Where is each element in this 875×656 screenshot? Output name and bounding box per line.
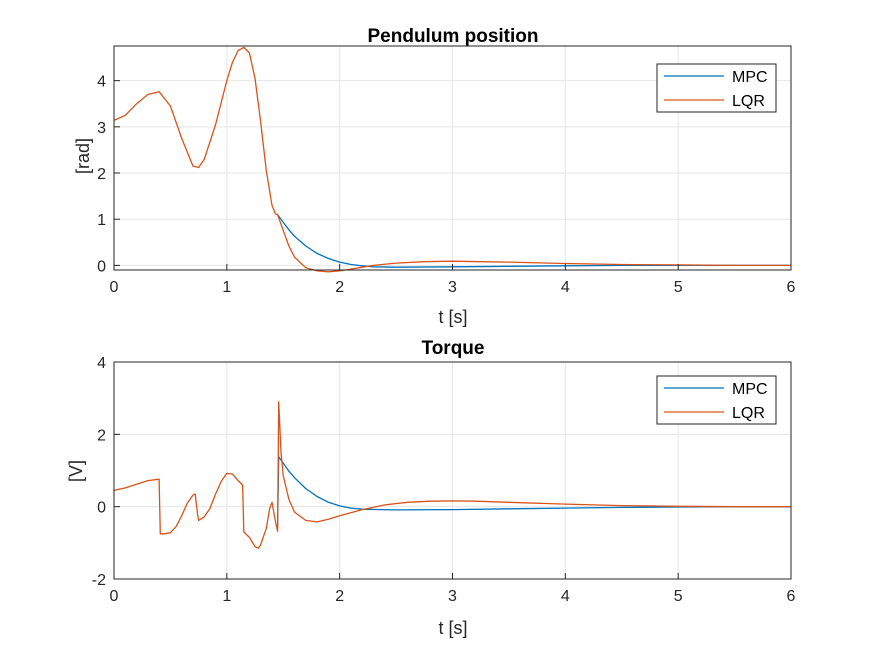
y-tick-label: 0 <box>97 258 106 275</box>
y-tick-label: 2 <box>97 427 106 444</box>
y-tick-label: -2 <box>92 572 106 589</box>
x-tick-label: 2 <box>335 588 344 605</box>
torque-lines <box>113 401 792 549</box>
pendulum-position-title: Pendulum position <box>368 26 539 47</box>
series-line-mpc <box>276 213 792 268</box>
x-tick-label: 1 <box>222 588 231 605</box>
pendulum-position-legend: MPC LQR <box>656 63 777 113</box>
x-tick-label: 6 <box>787 279 796 296</box>
x-tick-label: 3 <box>448 588 457 605</box>
pendulum-position-ylabel: [rad] <box>73 138 93 174</box>
legend-box <box>656 375 777 425</box>
torque-xlabel: t [s] <box>438 618 467 638</box>
legend-mpc-label: MPC <box>732 69 768 86</box>
series-line-lqr <box>113 401 792 549</box>
series-line-lqr <box>113 46 792 273</box>
pendulum-position-lines <box>113 46 792 273</box>
x-tick-label: 0 <box>110 588 119 605</box>
y-tick-label: 0 <box>97 500 106 517</box>
legend-mpc-label: MPC <box>732 381 768 398</box>
legend-lqr-label: LQR <box>732 405 765 422</box>
pendulum-position-subplot: Pendulum position t [s] [rad] 0 1 2 3 4 5 6 0 1 2… <box>73 26 796 327</box>
x-tick-label: 4 <box>561 279 570 296</box>
y-tick-label: 2 <box>97 166 106 183</box>
x-tick-label: 5 <box>674 588 683 605</box>
x-tick-label: 4 <box>561 588 570 605</box>
pendulum-position-grid <box>113 46 792 270</box>
legend-box <box>656 63 777 113</box>
x-tick-label: 0 <box>110 279 119 296</box>
series-line-mpc <box>276 456 792 526</box>
torque-legend: MPC LQR <box>656 375 777 425</box>
y-tick-label: 4 <box>97 74 106 91</box>
y-tick-label: 1 <box>97 212 106 229</box>
x-tick-label: 1 <box>222 279 231 296</box>
x-tick-label: 3 <box>448 279 457 296</box>
legend-lqr-label: LQR <box>732 93 765 110</box>
x-tick-label: 2 <box>335 279 344 296</box>
y-tick-label: 3 <box>97 120 106 137</box>
pendulum-position-xlabel: t [s] <box>438 307 467 327</box>
torque-ylabel: [V] <box>66 460 86 482</box>
torque-title: Torque <box>422 338 485 359</box>
x-tick-label: 6 <box>787 588 796 605</box>
x-tick-label: 5 <box>674 279 683 296</box>
pendulum-position-ticks: 0 1 2 3 4 5 6 0 1 2 3 4 <box>97 74 795 296</box>
y-tick-label: 4 <box>97 355 106 372</box>
